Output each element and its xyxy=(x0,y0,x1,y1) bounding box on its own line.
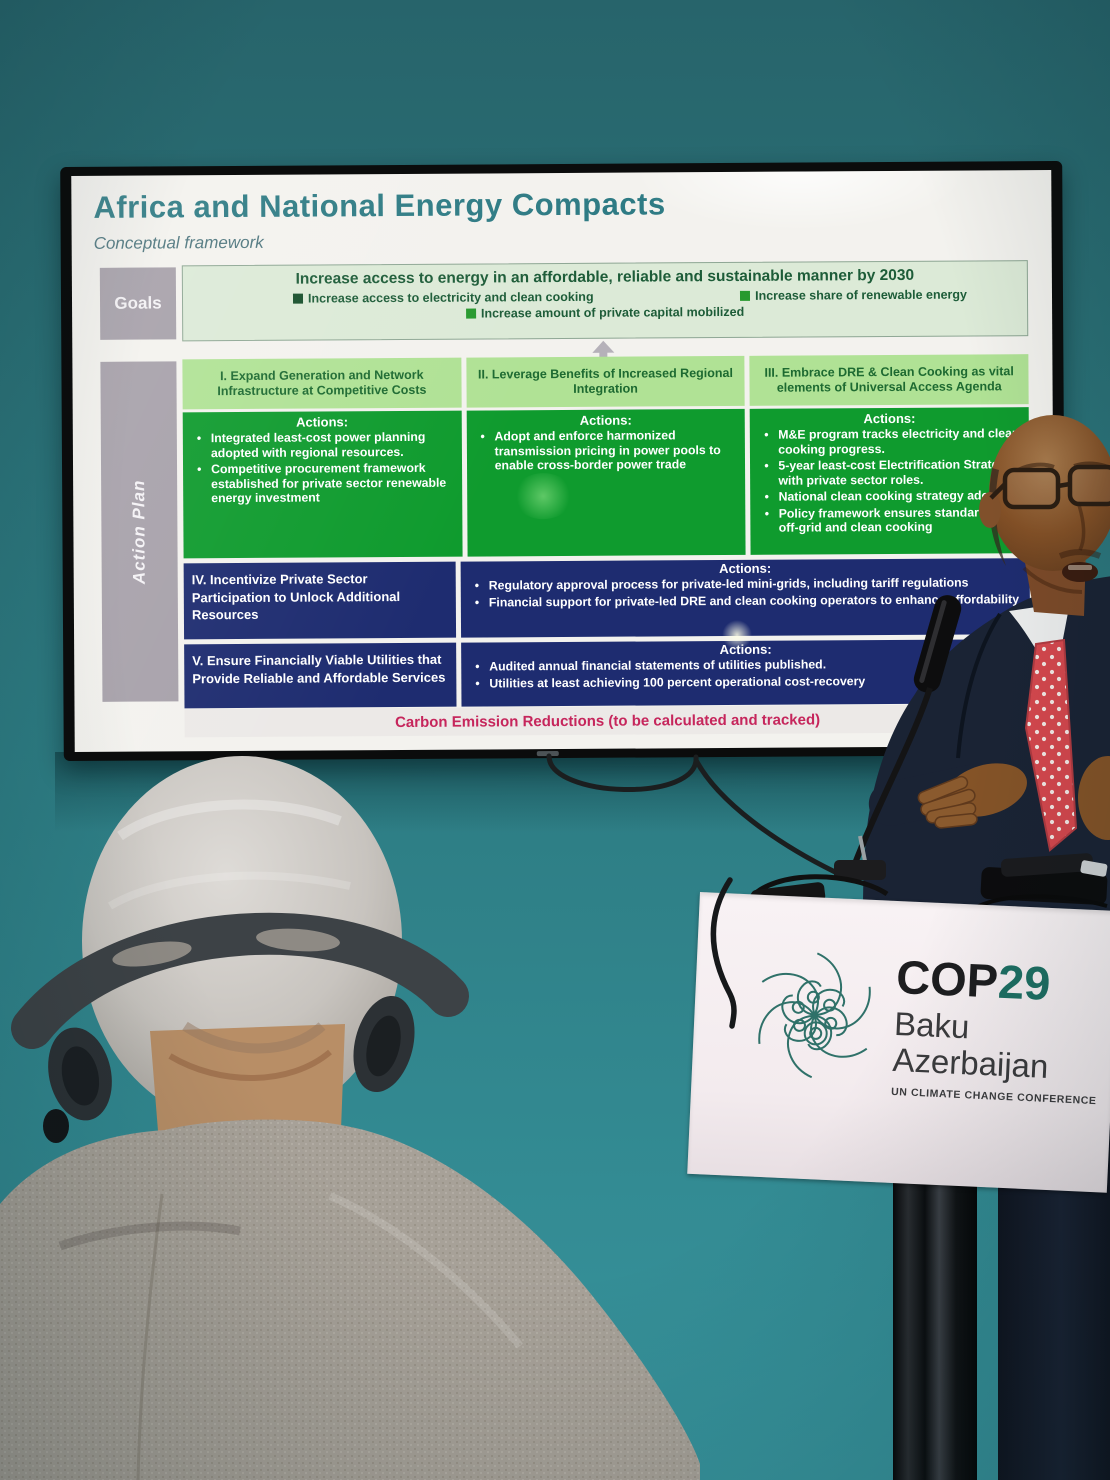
cop-text: COP xyxy=(895,950,1000,1008)
audience-member xyxy=(0,756,700,1480)
mic-clamp xyxy=(834,860,886,880)
podium-microphone xyxy=(834,595,962,880)
cop29-logo-icon xyxy=(758,952,871,1079)
ear xyxy=(979,492,1001,528)
glare-spot xyxy=(513,472,574,520)
mic-head xyxy=(913,595,962,693)
right-hand xyxy=(1078,756,1110,840)
glasses-icon xyxy=(989,464,1110,510)
podium: COP29 Baku Azerbaijan UN CLIMATE CHANGE … xyxy=(687,892,1110,1193)
gesturing-hand xyxy=(917,763,1027,829)
tweed-jacket xyxy=(0,1119,700,1480)
mic-gooseneck xyxy=(851,687,933,868)
glare-spot xyxy=(721,619,753,651)
head xyxy=(989,415,1110,571)
cop-number: 29 xyxy=(996,954,1052,1010)
conference-tagline: UN CLIMATE CHANGE CONFERENCE xyxy=(890,1086,1097,1108)
tie xyxy=(1024,638,1078,852)
headset-band xyxy=(11,912,469,1049)
cop29-wordmark: COP29 Baku Azerbaijan UN CLIMATE CHANGE … xyxy=(890,950,1110,1108)
